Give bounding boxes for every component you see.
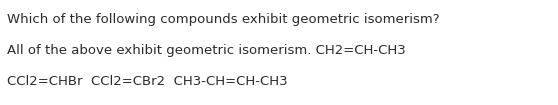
Text: CCl2=CHBr  CCl2=CBr2  CH3-CH=CH-CH3: CCl2=CHBr CCl2=CBr2 CH3-CH=CH-CH3 bbox=[7, 75, 287, 88]
Text: Which of the following compounds exhibit geometric isomerism?: Which of the following compounds exhibit… bbox=[7, 13, 439, 26]
Text: All of the above exhibit geometric isomerism. CH2=CH-CH3: All of the above exhibit geometric isome… bbox=[7, 44, 406, 57]
